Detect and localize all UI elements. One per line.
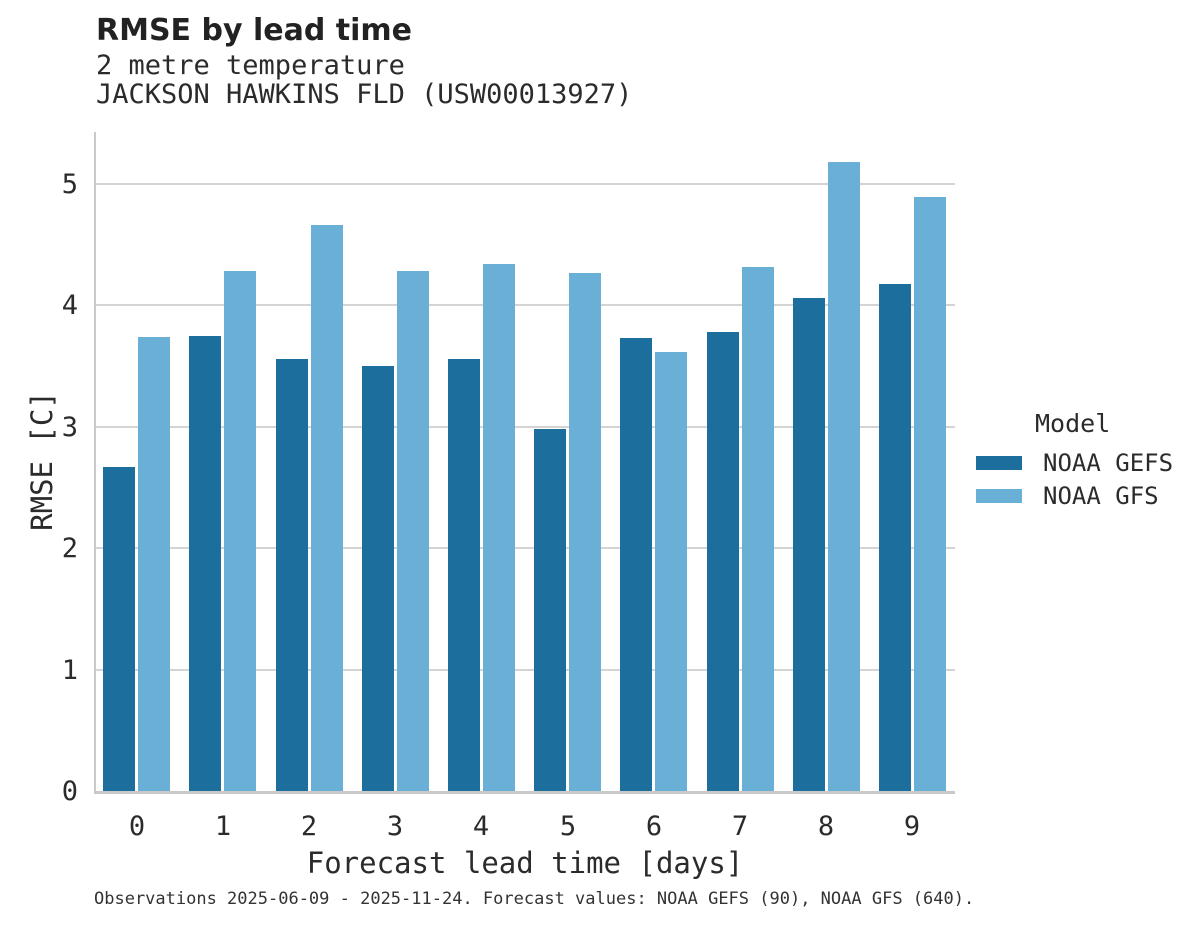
bar-gfs-lead-5 xyxy=(569,273,601,791)
bar-gefs-lead-9 xyxy=(879,284,911,791)
x-tick-label-6: 6 xyxy=(645,811,663,842)
bar-gefs-lead-7 xyxy=(707,332,739,791)
x-tick-label-3: 3 xyxy=(386,811,404,842)
y-tick-label-2: 2 xyxy=(61,533,78,564)
bar-gefs-lead-3 xyxy=(362,366,394,791)
bar-gfs-lead-4 xyxy=(483,264,515,791)
y-tick-label-1: 1 xyxy=(61,655,78,686)
bar-gfs-lead-1 xyxy=(224,271,256,791)
x-tick-label-7: 7 xyxy=(731,811,749,842)
legend-swatch-icon xyxy=(976,456,1022,470)
y-tick-label-0: 0 xyxy=(61,776,78,807)
y-tick-label-5: 5 xyxy=(61,169,78,200)
bar-gfs-lead-0 xyxy=(138,337,170,791)
x-tick-label-2: 2 xyxy=(300,811,318,842)
gridline-y-5 xyxy=(96,183,955,185)
bar-gfs-lead-8 xyxy=(828,162,860,791)
bar-gefs-lead-6 xyxy=(620,338,652,791)
x-axis-title: Forecast lead time [days] xyxy=(306,846,744,880)
legend-item-gefs: NOAA GEFS xyxy=(976,449,1173,477)
bar-gfs-lead-6 xyxy=(655,352,687,791)
y-axis-line xyxy=(94,132,96,794)
gridline-y-2 xyxy=(96,547,955,549)
subtitle-line-2: JACKSON HAWKINS FLD (USW00013927) xyxy=(96,79,633,110)
x-tick-label-8: 8 xyxy=(817,811,835,842)
legend-title: Model xyxy=(1035,409,1111,438)
gridline-y-1 xyxy=(96,669,955,671)
bar-gfs-lead-7 xyxy=(742,267,774,791)
chart-subtitle: 2 metre temperature JACKSON HAWKINS FLD (… xyxy=(96,51,632,109)
figure-caption: Observations 2025-06-09 - 2025-11-24. Fo… xyxy=(94,889,975,909)
x-tick-label-0: 0 xyxy=(128,811,146,842)
x-tick-label-4: 4 xyxy=(472,811,490,842)
x-tick-label-5: 5 xyxy=(559,811,577,842)
y-axis-title: RMSE [C] xyxy=(25,391,59,531)
x-tick-label-9: 9 xyxy=(903,811,921,842)
gridline-y-3 xyxy=(96,426,955,428)
bar-gefs-lead-2 xyxy=(276,359,308,791)
x-tick-label-1: 1 xyxy=(214,811,232,842)
subtitle-line-1: 2 metre temperature xyxy=(96,50,405,81)
legend-label: NOAA GFS xyxy=(1043,482,1159,510)
bar-gefs-lead-0 xyxy=(103,467,135,791)
bar-gfs-lead-2 xyxy=(311,225,343,791)
gridline-y-4 xyxy=(96,304,955,306)
y-tick-label-3: 3 xyxy=(61,412,78,443)
y-tick-label-4: 4 xyxy=(61,290,78,321)
bar-gefs-lead-4 xyxy=(448,359,480,791)
bar-gefs-lead-8 xyxy=(793,298,825,791)
legend-item-gfs: NOAA GFS xyxy=(976,482,1159,510)
bar-gefs-lead-5 xyxy=(534,429,566,791)
bar-gefs-lead-1 xyxy=(189,336,221,791)
chart-title: RMSE by lead time xyxy=(96,13,412,48)
legend-swatch-icon xyxy=(976,489,1022,503)
bar-gfs-lead-9 xyxy=(914,197,946,791)
x-axis-line xyxy=(94,791,955,794)
bar-gfs-lead-3 xyxy=(397,271,429,791)
legend-label: NOAA GEFS xyxy=(1043,449,1174,477)
